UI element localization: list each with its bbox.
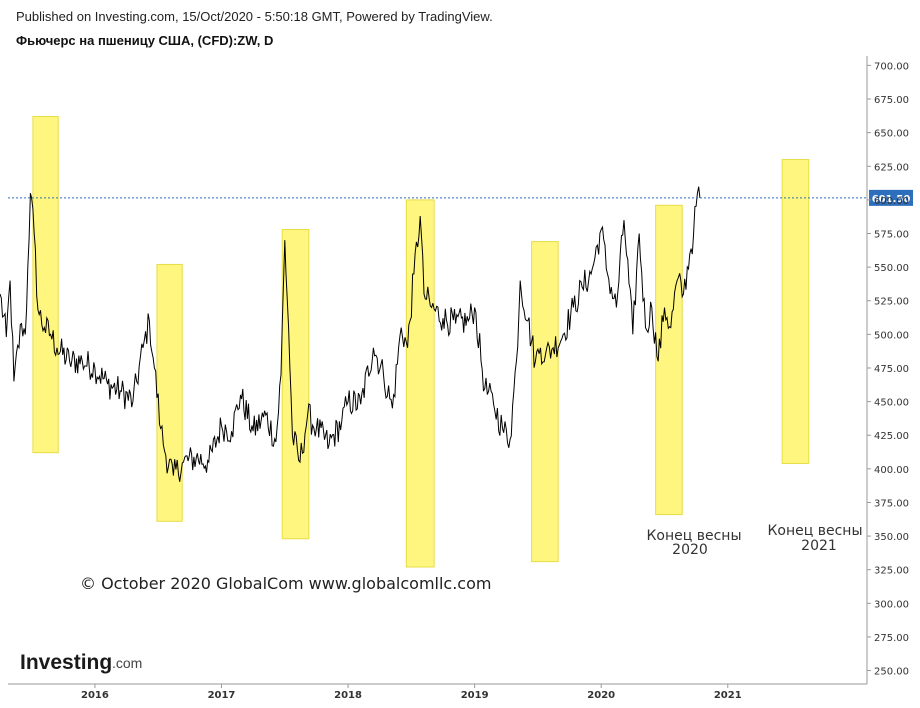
y-tick-label-275.00: 275.00 — [874, 633, 909, 644]
highlight-band-6 — [655, 204, 683, 516]
current-price-label: 601.50 — [872, 194, 911, 205]
y-tick-label-250.00: 250.00 — [874, 667, 909, 678]
investing-logo: Investing .com — [20, 651, 142, 674]
annotation-spring-2020-line2: 2020 — [672, 542, 708, 558]
highlight-band-4 — [405, 199, 435, 568]
x-tick-label-2020: 2020 — [587, 690, 615, 701]
current-price-group: 601.50 — [8, 189, 913, 206]
published-info: Published on Investing.com, 15/Oct/2020 … — [16, 9, 493, 24]
y-tick-label-675.00: 675.00 — [874, 95, 909, 106]
x-tick-label-2016: 2016 — [81, 690, 109, 701]
highlight-band-7 — [781, 159, 810, 464]
copyright-text: © October 2020 GlobalCom www.globalcomll… — [80, 574, 491, 593]
annotation-spring-2021-line2: 2021 — [801, 538, 837, 554]
y-tick-label-625.00: 625.00 — [874, 162, 909, 173]
y-tick-label-500.00: 500.00 — [874, 330, 909, 341]
highlight-band-2 — [156, 263, 183, 522]
y-tick-label-300.00: 300.00 — [874, 599, 909, 610]
annotation-spring-2021-line1: Конец весны — [767, 523, 862, 539]
instrument-title: Фьючерс на пшеницу США, (CFD):ZW, D — [16, 33, 274, 48]
axes — [8, 56, 868, 685]
x-tick-label-2018: 2018 — [334, 690, 362, 701]
highlight-band-1 — [32, 116, 59, 454]
x-tick-labels: 2016 2017 2018 2019 2020 2021 — [81, 684, 742, 701]
y-tick-label-575.00: 575.00 — [874, 230, 909, 241]
y-tick-label-650.00: 650.00 — [874, 129, 909, 140]
highlight-bands — [32, 116, 810, 568]
price-series — [0, 186, 701, 482]
y-tick-label-325.00: 325.00 — [874, 566, 909, 577]
x-tick-label-2021: 2021 — [714, 690, 742, 701]
x-tick-label-2017: 2017 — [208, 690, 236, 701]
y-tick-label-525.00: 525.00 — [874, 297, 909, 308]
y-tick-label-550.00: 550.00 — [874, 263, 909, 274]
y-tick-label-400.00: 400.00 — [874, 465, 909, 476]
annotation-spring-2020-line1: Конец весны — [646, 528, 741, 544]
y-tick-labels: 250.00 275.00 300.00 325.00 350.00 375.00 400.… — [867, 61, 909, 678]
logo-sub-text: .com — [112, 655, 142, 671]
y-tick-label-350.00: 350.00 — [874, 532, 909, 543]
y-tick-label-425.00: 425.00 — [874, 431, 909, 442]
current-price-badge — [869, 189, 913, 206]
y-tick-label-600.00: 600.00 — [874, 196, 909, 207]
y-tick-label-700.00: 700.00 — [874, 61, 909, 72]
y-tick-label-375.00: 375.00 — [874, 498, 909, 509]
y-tick-label-475.00: 475.00 — [874, 364, 909, 375]
highlight-band-5 — [531, 241, 559, 563]
series-line-1 — [0, 186, 701, 482]
logo-main-text: Investing — [20, 651, 112, 674]
y-tick-label-450.00: 450.00 — [874, 398, 909, 409]
x-tick-label-2019: 2019 — [461, 690, 489, 701]
